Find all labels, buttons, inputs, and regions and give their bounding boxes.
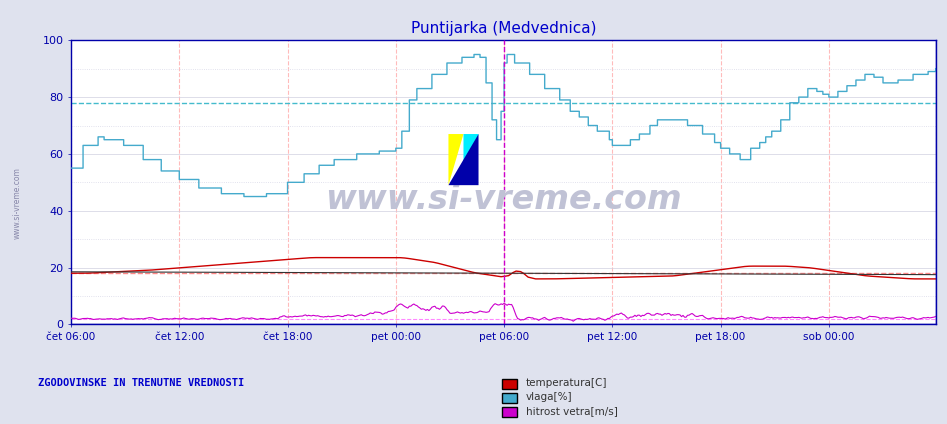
Title: Puntijarka (Medvednica): Puntijarka (Medvednica) xyxy=(411,21,596,36)
Text: temperatura[C]: temperatura[C] xyxy=(526,378,607,388)
Polygon shape xyxy=(449,134,463,185)
Text: www.si-vreme.com: www.si-vreme.com xyxy=(12,167,22,240)
Polygon shape xyxy=(449,134,478,185)
Text: ZGODOVINSKE IN TRENUTNE VREDNOSTI: ZGODOVINSKE IN TRENUTNE VREDNOSTI xyxy=(38,378,244,388)
Text: hitrost vetra[m/s]: hitrost vetra[m/s] xyxy=(526,406,617,416)
Polygon shape xyxy=(463,134,478,185)
Text: vlaga[%]: vlaga[%] xyxy=(526,392,572,402)
Text: www.si-vreme.com: www.si-vreme.com xyxy=(325,183,682,216)
